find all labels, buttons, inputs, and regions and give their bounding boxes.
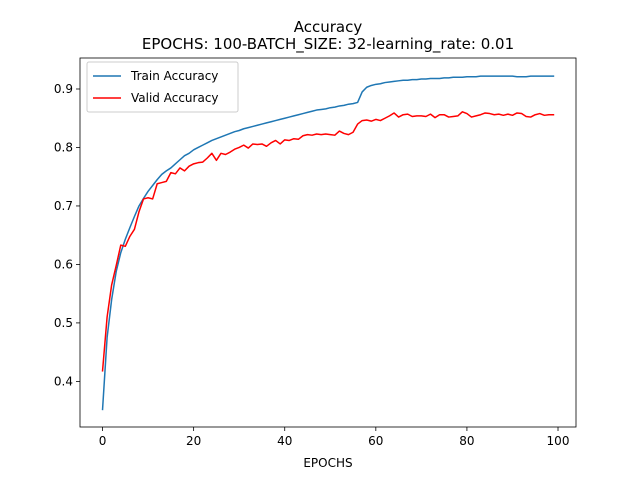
series-lines [101, 75, 555, 411]
legend: Train Accuracy Valid Accuracy [86, 61, 239, 113]
x-tick-label: 100 [547, 434, 570, 448]
x-tick-label: 60 [368, 434, 383, 448]
x-tick-label: 80 [459, 434, 474, 448]
legend-label-valid: Valid Accuracy [131, 91, 219, 105]
chart-title: Accuracy [294, 18, 363, 36]
legend-box [86, 61, 239, 113]
y-axis-ticks: 0.4 0.5 0.6 0.7 0.8 0.9 [54, 82, 80, 388]
y-tick-label: 0.8 [54, 140, 73, 154]
axes-frame [79, 57, 577, 428]
y-tick-label: 0.9 [54, 82, 73, 96]
y-tick-label: 0.7 [54, 199, 73, 213]
y-tick-label: 0.6 [54, 257, 73, 271]
plot-area [79, 57, 577, 428]
y-tick-label: 0.5 [54, 316, 73, 330]
legend-label-train: Train Accuracy [130, 69, 218, 83]
x-tick-label: 0 [99, 434, 107, 448]
x-axis-label: EPOCHS [303, 456, 352, 470]
train-accuracy-line [101, 75, 555, 411]
x-tick-label: 20 [186, 434, 201, 448]
chart-subtitle: EPOCHS: 100-BATCH_SIZE: 32-learning_rate… [142, 35, 514, 54]
x-axis-ticks: 0 20 40 60 80 100 [99, 427, 570, 448]
y-tick-label: 0.4 [54, 374, 73, 388]
x-tick-label: 40 [277, 434, 292, 448]
valid-accuracy-line [101, 111, 555, 372]
